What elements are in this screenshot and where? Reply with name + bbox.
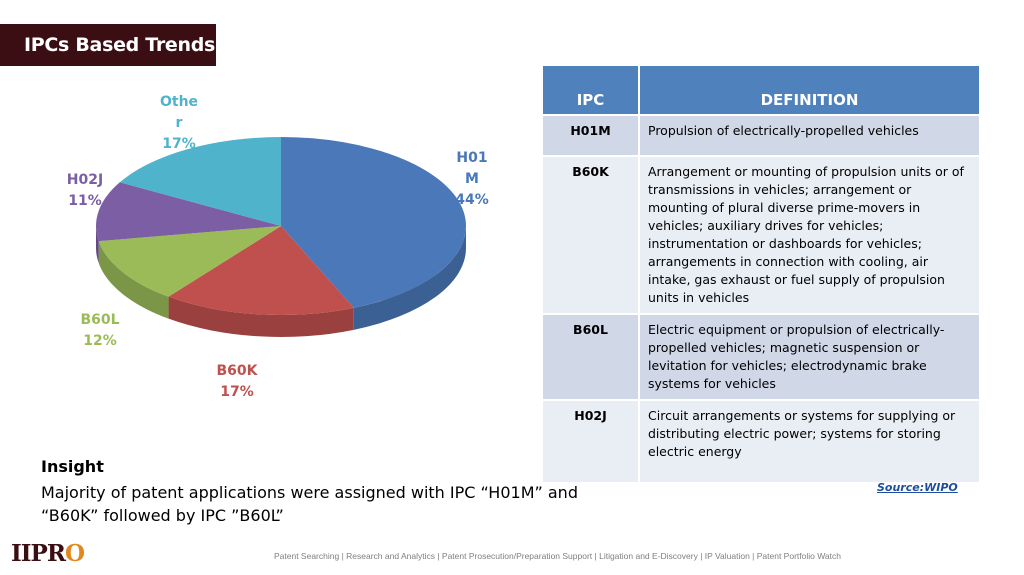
insight-heading: Insight [41,457,104,476]
pie-chart-svg [96,137,466,337]
pie-label-b60k-pct: 17% [220,384,254,400]
pie-label-b60k: B60K 17% [206,361,268,403]
pie-label-h01m: H01 M 44% [452,148,492,211]
table-cell-code: H01M [543,114,640,156]
pie-label-other-name-1: Othe [159,94,199,110]
source-link[interactable]: Source:WIPO [877,481,958,494]
pie-label-h01m-name-1: H01 [456,150,488,166]
pie-label-b60l: B60L 12% [74,310,126,352]
pie-slice-b60l [98,226,282,297]
pie-label-h02j: H02J 11% [60,170,110,212]
pie-label-b60l-name: B60L [80,312,120,328]
table-cell-code: B60K [543,155,640,314]
pie-side-b60l [98,241,169,319]
pie-label-other-name-2: r [175,115,183,131]
pie-slice-h01m [281,137,466,308]
insight-text: Majority of patent applications were ass… [41,483,578,525]
pie-slice-b60k [168,226,354,315]
table-row: B60L Electric equipment or propulsion of… [543,313,979,400]
pie-label-other: Othe r 17% [158,92,200,155]
logo-accent: O [64,540,85,567]
pie-side-h01m [353,226,466,330]
pie-side-walls [96,226,466,337]
table-cell-definition: Propulsion of electrically-propelled veh… [639,114,979,156]
footer-services: Patent Searching | Research and Analytic… [274,551,842,561]
pie-side-b60k [168,296,354,337]
table-header-definition: DEFINITION [639,66,979,115]
pie-label-b60l-pct: 12% [83,333,117,349]
table-row: H02J Circuit arrangements or systems for… [543,399,979,482]
table-cell-code: B60L [543,313,640,400]
table-row: B60K Arrangement or mounting of propulsi… [543,155,979,314]
ipc-definition-table: IPC DEFINITION H01M Propulsion of electr… [543,66,979,482]
table-cell-definition: Arrangement or mounting of propulsion un… [639,155,979,314]
pie-label-h02j-pct: 11% [68,193,102,209]
pie-side-h02j [96,226,99,264]
page-title: IPCs Based Trends [0,24,216,66]
pie-slices [96,137,466,315]
table-cell-definition: Circuit arrangements or systems for supp… [639,399,979,482]
pie-slice-other [119,137,281,226]
table-cell-code: H02J [543,399,640,482]
pie-label-b60k-name: B60K [216,363,258,379]
table-header-ipc: IPC [543,66,640,115]
logo-text: IIPR [11,540,66,567]
table-row: H01M Propulsion of electrically-propelle… [543,114,979,156]
pie-label-h02j-name: H02J [66,172,104,188]
pie-slice-h02j [96,182,282,242]
pie-label-h01m-name-2: M [465,171,479,187]
pie-label-h01m-pct: 44% [455,192,489,208]
pie-chart: Othe r 17% H01 M 44% H02J 11% B60L 12% B… [0,70,540,450]
company-logo: IIPRO [11,540,85,567]
table-cell-definition: Electric equipment or propulsion of elec… [639,313,979,400]
pie-label-other-pct: 17% [162,136,196,152]
